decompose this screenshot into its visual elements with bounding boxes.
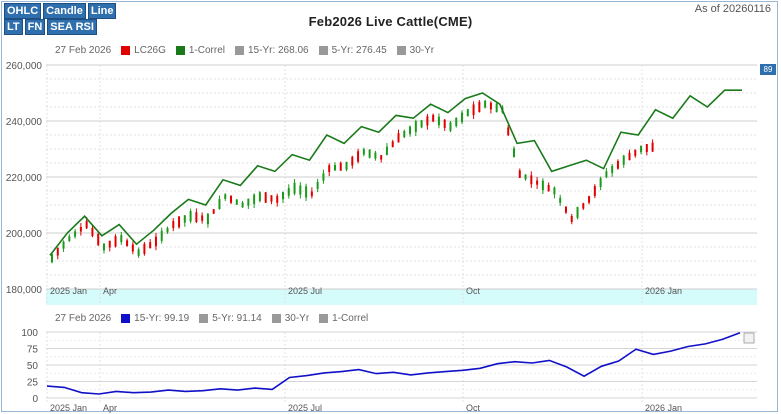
legend-label: 5-Yr: 276.45 [331,45,387,56]
main-legend-item[interactable]: 1-Correl [175,45,225,56]
indicator-toolbar: LT FN SEA RSI [4,19,97,35]
legend-swatch [234,46,244,55]
main-legend-item[interactable]: 30-Yr [396,45,435,56]
rsi-legend-item[interactable]: 5-Yr: 91.14 [199,313,262,324]
legend-swatch [271,314,281,323]
legend-swatch [199,314,209,323]
line-button[interactable]: Line [87,3,117,19]
candle-button[interactable]: Candle [43,3,86,19]
main-legend-item[interactable]: LC26G [121,45,166,56]
ohlc-button[interactable]: OHLC [4,3,42,19]
legend-swatch [121,46,131,55]
legend-label: 1-Correl [188,45,225,56]
legend-swatch [121,314,131,323]
lt-button[interactable]: LT [4,19,23,35]
chart-type-toolbar: OHLC Candle Line [4,3,117,19]
legend-label: LC26G [134,45,166,56]
legend-swatch [318,46,328,55]
as-of-date: As of 20260116 [694,3,771,15]
rsi-legend-item[interactable]: 30-Yr [271,313,310,324]
fn-button[interactable]: FN [24,19,46,35]
rsi-legend: 27 Feb 2026 15-Yr: 99.19 5-Yr: 91.14 30-Yr… [55,313,378,324]
legend-label: 1-Correl [332,313,369,324]
legend-swatch [175,46,185,55]
main-legend-item[interactable]: 5-Yr: 276.45 [318,45,387,56]
legend-label: 30-Yr [284,313,310,324]
rsi-legend-item[interactable]: 1-Correl [319,313,368,324]
rsi-legend-item[interactable]: 15-Yr: 99.19 [121,313,189,324]
sea-rsi-button[interactable]: SEA RSI [47,19,97,35]
legend-label: 30-Yr [409,45,435,56]
legend-swatch [396,46,406,55]
legend-label: 5-Yr: 91.14 [212,313,262,324]
legend-date: 27 Feb 2026 [55,45,112,56]
legend-label: 15-Yr: 268.06 [247,45,309,56]
chart-title: Feb2026 Live Cattle(CME) [308,14,473,29]
main-legend-item[interactable]: 15-Yr: 268.06 [234,45,309,56]
rsi-legend-date: 27 Feb 2026 [55,313,112,324]
main-legend: 27 Feb 2026 LC26G 1-Correl 15-Yr: 268.06 5-… [55,45,444,56]
legend-label: 15-Yr: 99.19 [134,313,190,324]
legend-swatch [319,314,329,323]
